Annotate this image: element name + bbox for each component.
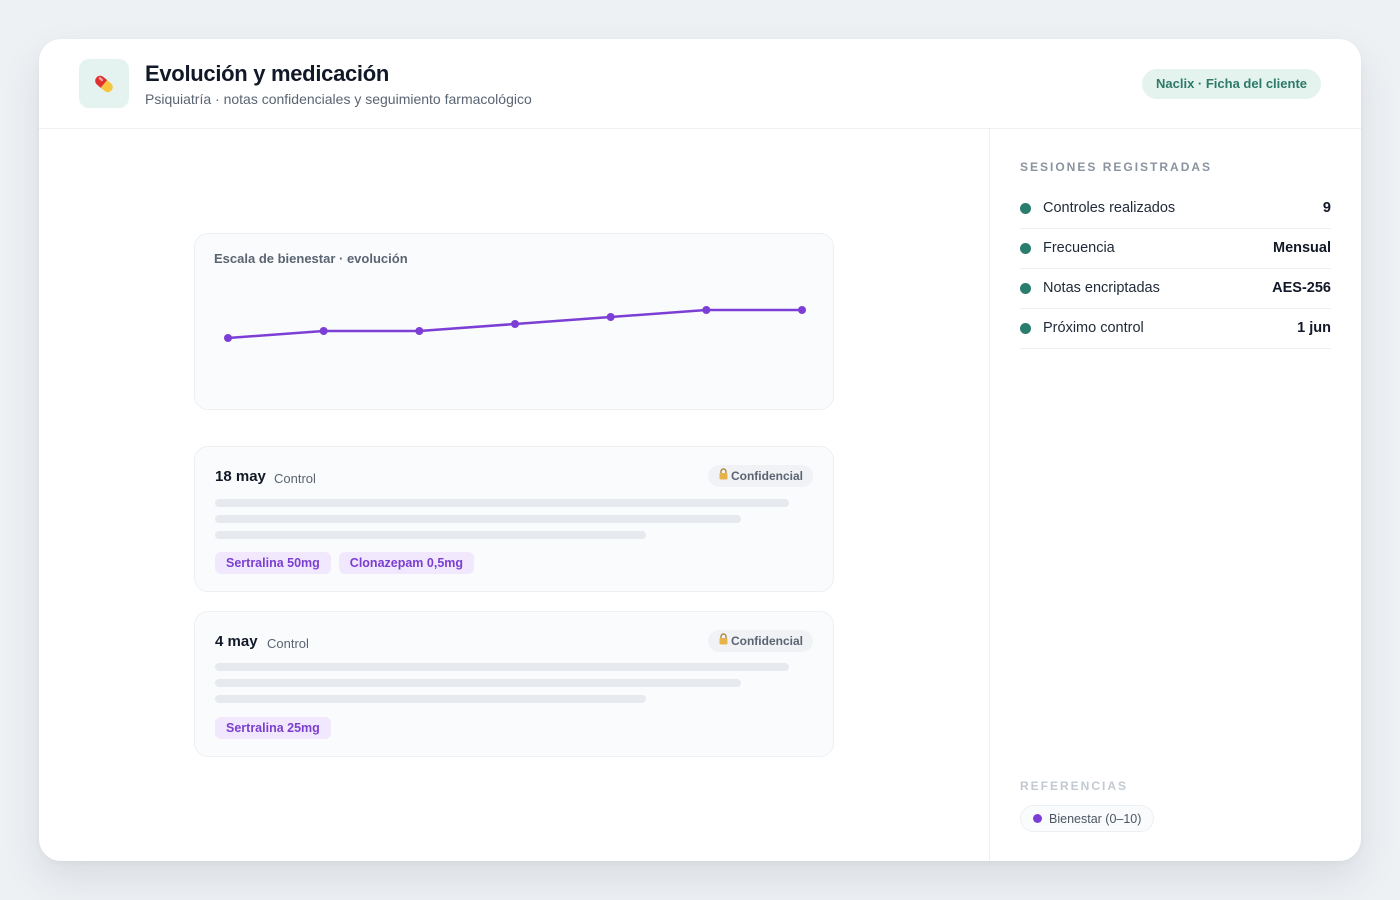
confidential-badge: Confidencial [707,465,813,487]
legend-label: Bienestar (0–10) [1049,811,1142,826]
data-point[interactable] [224,334,232,342]
note-date: 4 may [215,633,258,650]
stat-row-next-control: Próximo control 1 jun [1020,309,1331,349]
note-type: Control [274,471,316,486]
data-point[interactable] [319,327,328,335]
data-point[interactable] [702,306,711,314]
stat-label: Próximo control [1043,320,1144,336]
stat-label: Notas encriptadas [1043,280,1160,296]
stat-dot [1020,323,1031,334]
page-title: Evolución y medicación [145,61,390,86]
sessions-heading: SESIONES REGISTRADAS [1020,160,1213,174]
stat-row-frequency: Frecuencia Mensual [1020,229,1331,269]
stat-dot [1020,243,1031,254]
data-point[interactable] [511,320,519,328]
stat-value: Mensual [1272,240,1331,256]
stat-value: AES-256 [1272,280,1331,296]
data-point[interactable] [606,313,615,321]
stat-dot [1020,283,1031,294]
client-record-card: Evolución y medicación Psiquiatría · not… [39,39,1361,861]
medication-list: Sertralina 50mg Clonazepam 0,5mg [215,552,475,574]
stat-row-encryption: Notas encriptadas AES-256 [1020,269,1331,309]
note-text-placeholder [215,531,646,539]
medication-tag: Sertralina 25mg [215,717,331,739]
page-subtitle: Psiquiatría · notas confidenciales y seg… [145,91,532,107]
stat-label: Controles realizados [1043,200,1176,216]
stat-value: 1 jun [1297,320,1331,336]
medication-tag: Clonazepam 0,5mg [338,552,475,574]
stat-row-controls: Controles realizados 9 [1020,189,1331,229]
stat-value: 9 [1322,200,1331,216]
page-header: Evolución y medicación Psiquiatría · not… [39,39,1361,129]
medication-list: Sertralina 25mg [215,717,331,739]
references-heading: REFERENCIAS [1020,779,1129,793]
lock-icon [718,465,729,487]
client-record-badge[interactable]: Naclix · Ficha del cliente [1142,69,1321,99]
session-note[interactable]: 4 may Control Confidencial Sertralina 25… [194,611,834,757]
lock-icon [718,630,729,652]
legend-dot [1033,814,1042,823]
confidential-label: Confidencial [730,469,803,483]
chart-title: Escala de bienestar · evolución [214,251,408,266]
data-point[interactable] [798,306,806,314]
note-text-placeholder [215,515,741,523]
stat-label: Frecuencia [1043,240,1115,256]
stat-dot [1020,203,1031,214]
note-type: Control [267,636,309,651]
legend-item[interactable]: Bienestar (0–10) [1020,805,1155,832]
session-note[interactable]: 18 may Control Confidencial Sertralina 5… [194,446,834,592]
note-text-placeholder [215,499,789,507]
note-text-placeholder [215,695,646,703]
wellbeing-chart: Escala de bienestar · evolución [194,233,834,410]
confidential-label: Confidencial [730,634,803,648]
confidential-badge: Confidencial [707,630,813,652]
panel-divider [989,129,990,861]
note-text-placeholder [215,663,789,671]
note-date: 18 may [215,468,266,485]
data-point[interactable] [415,327,424,335]
pill-icon [79,59,129,108]
note-text-placeholder [215,679,741,687]
medication-tag: Sertralina 50mg [215,552,331,574]
wellbeing-chart-plot [224,306,806,342]
